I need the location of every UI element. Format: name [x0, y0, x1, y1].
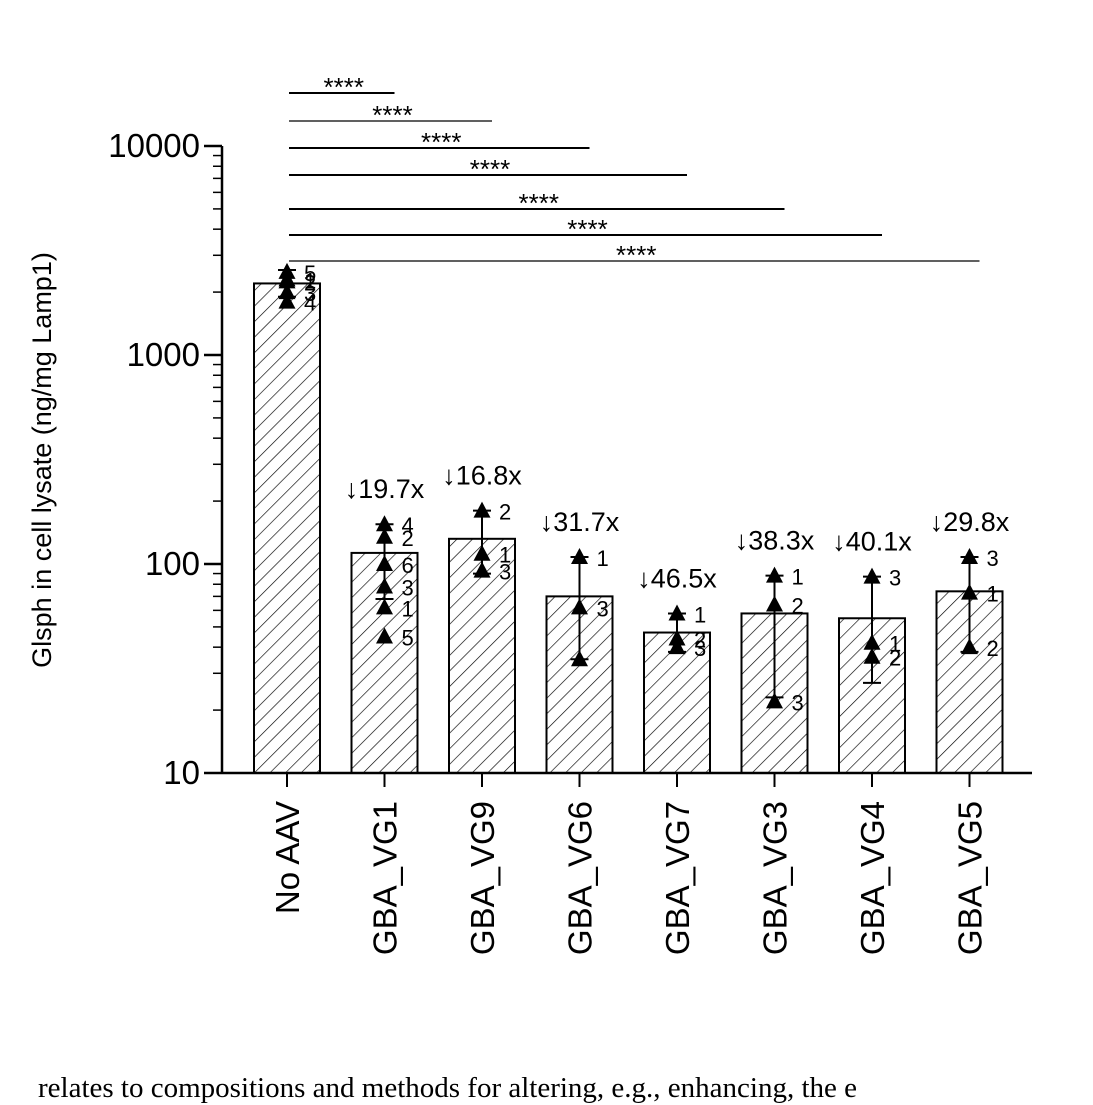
data-point [766, 566, 783, 583]
replicate-label: 1 [792, 565, 804, 590]
replicate-label: 2 [792, 594, 804, 619]
data-point [376, 627, 393, 644]
fold-change-label: ↓16.8x [442, 461, 522, 491]
x-tick-label: GBA_VG7 [659, 801, 696, 955]
data-point [668, 604, 686, 621]
data-point [473, 544, 491, 561]
axes: 10 100 1000 10000 No AAV GBA_VG1 GBA_VG9 GBA_VG… [108, 127, 1032, 955]
bar-no-aav [253, 282, 321, 774]
data-point [766, 595, 783, 612]
replicate-label: 3 [792, 690, 804, 715]
fold-change-label: ↓46.5x [637, 563, 717, 593]
bar-gba-vg9 [448, 537, 516, 774]
fold-change-label: ↓29.8x [930, 507, 1010, 537]
replicate-label: 2 [402, 526, 414, 551]
replicate-label: 2 [987, 636, 999, 661]
replicate-label: 1 [402, 596, 414, 621]
fold-change-labels: ↓19.7x ↓16.8x ↓31.7x ↓46.5x ↓38.3x ↓40.1x ↓29.… [345, 461, 1010, 594]
data-point [863, 567, 881, 584]
replicate-label: 3 [304, 281, 316, 306]
data-point [278, 272, 296, 289]
replicate-label: 3 [597, 596, 609, 621]
replicate-label: 2 [499, 500, 511, 525]
x-tick-label: GBA_VG9 [464, 801, 501, 955]
replicate-label: 5 [402, 625, 414, 650]
x-tick-label: GBA_VG6 [562, 801, 599, 955]
data-point [571, 548, 588, 565]
x-tick-label: No AAV [269, 801, 306, 914]
data-point [961, 638, 978, 655]
data-point [571, 598, 588, 615]
fold-change-label: ↓19.7x [345, 474, 425, 504]
bar-gba-vg4 [838, 617, 906, 775]
replicate-label: 2 [304, 270, 316, 295]
data-point [376, 598, 393, 615]
data-point [668, 638, 686, 655]
x-tick-label: GBA_VG5 [952, 801, 989, 955]
significance-label: **** [421, 127, 461, 157]
data-point [278, 283, 296, 300]
replicate-label: 3 [987, 546, 999, 571]
y-tick-label: 10000 [108, 127, 200, 164]
significance-label: **** [616, 240, 656, 270]
replicate-label: 3 [889, 566, 901, 591]
fold-change-label: ↓40.1x [832, 527, 912, 557]
replicate-label: 2 [694, 628, 706, 653]
replicate-label: 5 [304, 261, 316, 286]
data-point [376, 577, 393, 594]
significance-label: **** [519, 188, 559, 218]
data-point [766, 692, 783, 709]
significance-label: **** [372, 100, 412, 130]
x-tick-label: GBA_VG4 [854, 801, 891, 955]
y-tick-label: 100 [145, 545, 200, 582]
data-point [571, 650, 588, 667]
replicate-label: 4 [304, 291, 316, 316]
y-tick-label: 1000 [127, 336, 200, 373]
fold-change-label: ↓38.3x [735, 526, 815, 556]
bar-gba-vg7 [643, 631, 711, 774]
data-point [278, 292, 296, 309]
data-point [961, 548, 978, 565]
replicate-label: 3 [402, 576, 414, 601]
data-point [376, 515, 393, 532]
data-point [473, 501, 491, 518]
x-tick-label: GBA_VG3 [757, 801, 794, 955]
data-point [863, 647, 881, 664]
y-axis-label: Glsph in cell lysate (ng/mg Lamp1) [27, 252, 57, 668]
replicate-label: 1 [597, 546, 609, 571]
replicate-label: 3 [499, 560, 511, 585]
caption-text: relates to compositions and methods for … [38, 1072, 858, 1104]
data-point [376, 527, 393, 544]
data-point [961, 583, 978, 600]
y-tick-label: 10 [163, 754, 200, 791]
bar-chart: **************************** 51234426315… [27, 72, 1032, 955]
replicate-label: 1 [304, 268, 316, 293]
data-point [473, 561, 491, 578]
bar-gba-vg5 [935, 590, 1004, 774]
replicate-label: 4 [402, 513, 414, 538]
significance-brackets: **** **** **** **** **** **** **** [289, 72, 980, 270]
significance-label: **** [470, 154, 510, 184]
replicate-label: 1 [987, 582, 999, 607]
replicate-label: 6 [402, 553, 414, 578]
x-tick-label: GBA_VG1 [367, 801, 404, 955]
replicate-label: 1 [694, 602, 706, 627]
data-point [863, 633, 881, 650]
fold-change-label: ↓31.7x [540, 507, 620, 537]
replicate-label: 1 [499, 543, 511, 568]
significance-label: **** [324, 72, 364, 102]
replicate-label: 3 [694, 636, 706, 661]
data-point [668, 629, 686, 646]
replicate-label: 2 [889, 646, 901, 671]
replicate-label: 1 [889, 632, 901, 657]
significance-label: **** [567, 214, 607, 244]
data-point [376, 555, 393, 571]
